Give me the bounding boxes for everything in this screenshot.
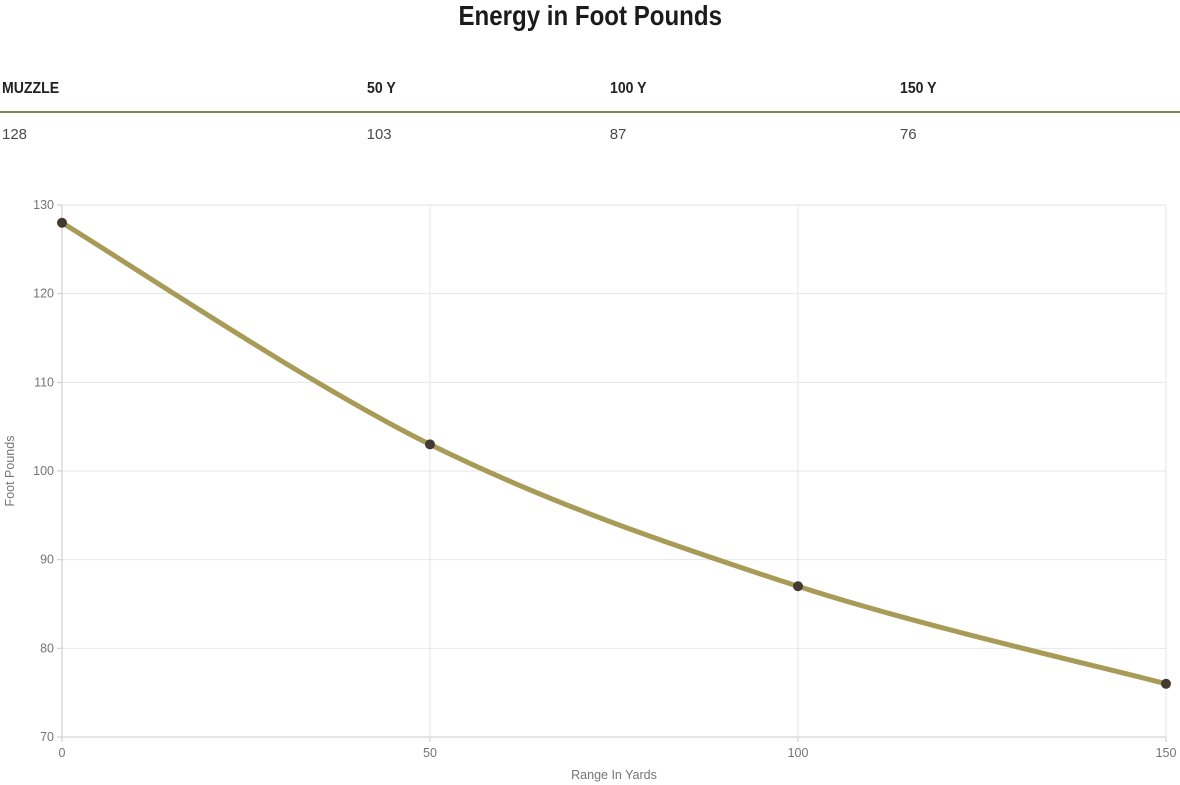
x-axis-title: Range In Yards [571,768,657,782]
y-axis-tick-label: 130 [33,198,54,212]
energy-table-value-row: 128 103 87 76 [0,113,1180,143]
value-100y: 87 [609,126,627,143]
data-point-marker[interactable] [1161,678,1171,689]
data-point-marker[interactable] [425,439,435,450]
energy-chart[interactable]: 70 80 90 100 110 120 130 0 50 100 150 Range In Yard… [0,185,1180,785]
y-axis-tick-label: 80 [40,641,54,655]
y-axis-tick-label: 90 [40,553,54,567]
x-axis-tick-label: 50 [423,746,437,760]
y-axis-tick-label: 110 [34,375,54,389]
value-150y: 76 [899,126,917,143]
x-axis-tick-label: 0 [59,746,66,760]
y-axis-tick-label: 70 [40,730,54,744]
col-header-150y: 150 Y [899,80,937,97]
energy-series-line [59,220,1169,687]
col-header-muzzle: MUZZLE [2,80,60,97]
x-axis-tick-label: 150 [1156,746,1177,760]
energy-line-chart-svg[interactable]: 70 80 90 100 110 120 130 0 50 100 150 Range In Yard… [0,185,1180,785]
data-point-marker[interactable] [793,581,803,592]
y-axis-tick-label: 120 [33,287,54,301]
data-point-marker[interactable] [57,217,67,228]
x-axis-tick-label: 100 [788,746,809,760]
value-50y: 103 [366,126,392,143]
value-muzzle: 128 [2,126,28,143]
energy-table-header-row: MUZZLE 50 Y 100 Y 150 Y [0,80,1180,113]
y-axis-title: Foot Pounds [3,436,17,507]
page-title: Energy in Foot Pounds [458,0,722,31]
col-header-50y: 50 Y [366,80,396,97]
y-axis-tick-label: 100 [33,464,54,478]
energy-table: MUZZLE 50 Y 100 Y 150 Y 128 103 87 76 [0,80,1180,143]
col-header-100y: 100 Y [609,80,647,97]
